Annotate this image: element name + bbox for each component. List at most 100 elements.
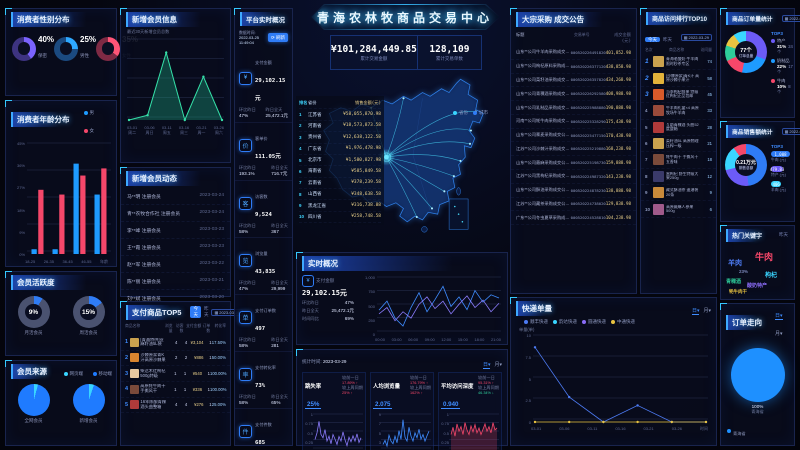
y-axis: 10.750.50.250: [305, 412, 313, 450]
male-dot-icon: [83, 110, 88, 115]
source-pie-item: 新增会员: [72, 384, 105, 424]
pay-top-row: 3 柴达木红枸杞500g特级 1 1 ¥540 1 100.00%: [121, 366, 230, 382]
dot-icon: [771, 78, 775, 83]
panel-new-member-trend: 新增会员信息 最近30天新增会员总数 03-01 周二 03-06 周日 03-11…: [120, 8, 231, 163]
top3-item: 奶制品 22% 17个: [771, 58, 793, 75]
province-row: 6 海南省 ¥585,849.58: [299, 166, 381, 178]
yt-dot-icon: [582, 319, 586, 324]
tab-today[interactable]: 今天: [645, 37, 660, 42]
sales-donut: 0.21万元 销售总额: [725, 144, 767, 186]
member-log-row: 陈**丽 注册会员 2023-03-21: [121, 273, 230, 290]
product-thumbnail: [653, 72, 664, 84]
metric-card: 单支付订单数 497 环比昨日 58% 昨日全天 281: [235, 295, 292, 353]
panel-title: 快递单量: [516, 301, 556, 316]
legend-male[interactable]: 男: [83, 110, 94, 115]
map-legend-province[interactable]: 省份: [453, 110, 468, 116]
product-thumbnail: [653, 105, 664, 117]
panel-title: 新增会员动态: [126, 171, 225, 186]
month-picker[interactable]: ▦2022-03: [781, 14, 800, 22]
metric-card: 价客单价 111.05元 环比昨日 193.1% 昨日全天 716.7元: [235, 123, 292, 182]
selector-month[interactable]: 月▾: [775, 331, 783, 337]
y-axis: 10.750.50.250: [441, 412, 449, 450]
items-icon: 件: [239, 424, 252, 438]
legend-zt[interactable]: 中通快递: [611, 319, 635, 325]
tab-yesterday[interactable]: 昨天: [203, 306, 209, 317]
deal-row: 山东**公司蕨麻采购成交公告(山东**公司...0005202251987301…: [511, 156, 636, 171]
deal-row: 山东**公司青稞酒采购成交公告(山东**公...0005202262925804…: [511, 87, 636, 102]
month-picker[interactable]: ▦2022-03: [781, 127, 800, 135]
panel-daily-stats: 统计时间: 2023-03-29 日▾ 月▾ 跳失率 25% 较前一日 17.89% …: [296, 349, 508, 450]
selector-month[interactable]: 月▾: [494, 362, 502, 368]
table-header: 名次 商品名称 访问量: [645, 48, 712, 52]
product-thumbnail: [130, 369, 140, 379]
activity-item: 15% 周活会员: [72, 296, 105, 336]
y-axis: 97531: [378, 412, 381, 450]
legend-yt[interactable]: 圆通快递: [582, 319, 606, 325]
x-axis: 00:00 03:00 06:00 09:00 12:00 15:00 18:00 21:00: [375, 337, 501, 342]
activity-donut: 15%: [72, 296, 105, 328]
new-member-area-chart: [127, 37, 224, 123]
tab-today[interactable]: 今天: [190, 306, 201, 318]
dot-icon: [771, 58, 775, 63]
province-dot-icon: [453, 110, 457, 115]
panel-hot-keywords: 热门关键字 昨天 牛肉 羊肉 枸杞 酸奶特产 青稞酒 23% 牦牛肉干: [720, 225, 795, 300]
map-legend-city[interactable]: 城市: [473, 110, 488, 116]
product-thumbnail: [130, 400, 140, 410]
dot-icon: [771, 38, 775, 43]
visit-top-row: 3 当季枸杞鲜果 特级红枸杞正品包邮 45: [641, 87, 716, 104]
panel-title: 新增会员信息: [126, 12, 225, 27]
panel-gender-distribution: 消费者性别分布 40%保密 25%男性 35%女性: [5, 8, 138, 96]
selector-month[interactable]: 月▾: [703, 308, 711, 314]
keyword[interactable]: 牦牛肉干: [729, 289, 747, 294]
refresh-button[interactable]: ⟳ 刷新: [267, 33, 288, 43]
keyword[interactable]: 牛肉: [755, 252, 774, 262]
legend-web[interactable]: 网页端: [63, 371, 83, 376]
legend-yd[interactable]: 韵达快递: [553, 319, 577, 325]
keyword[interactable]: 青稞酒: [726, 279, 742, 285]
tab-yesterday[interactable]: 昨天: [663, 37, 672, 42]
kpi-summary: ¥101,284,449.85 累计交易金额 128,109 累计交易单数: [330, 35, 482, 70]
date-picker[interactable]: ▦ 2022-03-29: [680, 33, 712, 41]
tab-yesterday[interactable]: 昨天: [779, 232, 788, 237]
page-title: 青海农林牧商品交易中心: [316, 10, 493, 25]
depth-sparkline: [449, 412, 499, 450]
top3-label: TOP3: [771, 144, 783, 149]
legend-sf[interactable]: 顺丰快递: [524, 319, 548, 325]
legend-mobile[interactable]: 移动端: [92, 371, 112, 376]
keyword[interactable]: 羊肉: [728, 260, 742, 267]
panel-title: 大宗采购 成交公告: [516, 12, 631, 27]
visit-top-row: 5 互助青稞酒 头曲52度整箱 28: [641, 120, 716, 136]
calendar-icon: ▦: [784, 15, 789, 21]
member-log-row: 赵**军 注册会员 2023-03-22: [121, 256, 230, 273]
selector-day[interactable]: 日▾: [482, 362, 491, 369]
pie-legend[interactable]: 青海省: [727, 422, 746, 440]
visit-top-row: 10 高原蕨麻人参果 500g 6: [641, 201, 716, 218]
source-pie: [17, 384, 50, 416]
keyword[interactable]: 枸杞: [765, 273, 778, 279]
panel-title: 实时概况: [302, 256, 502, 271]
pay-top-row: 4 高原牦牛肉干手撕风干 1 1 ¥336 1 100.00%: [121, 382, 230, 398]
top3-item: 特产 31% 24个: [771, 38, 793, 55]
bounce-sparkline: [313, 412, 363, 450]
keyword[interactable]: 23%: [739, 269, 749, 274]
panel-title: 会员来源: [11, 364, 51, 379]
member-log-row: 青**农牧合作社 注册会员 2023-03-24: [121, 205, 230, 222]
selector-day[interactable]: 日▾: [691, 308, 700, 315]
metric-card: 客访客数 9,524 环比昨日 58% 昨日全天 367: [235, 181, 292, 239]
keyword[interactable]: 酸奶特产: [747, 283, 768, 289]
panel-title: 消费者性别分布: [11, 12, 111, 27]
orders-icon: 单: [239, 310, 252, 324]
deal-row: 河南**公司牦牛肉采购成交公告(河南**公...0005202253282901…: [511, 115, 636, 129]
province-row: 5 北京市 ¥1,580,827.98: [299, 155, 381, 167]
refresh-icon: ⟳: [270, 34, 275, 40]
gender-donut: [54, 36, 79, 61]
gender-donut: [96, 36, 121, 61]
selector-day[interactable]: 日▾: [775, 313, 783, 320]
province-ranking-header: 排名 省份 销售金额(元): [299, 98, 381, 110]
y-axis-label: 单量(单): [519, 327, 535, 332]
legend-female[interactable]: 女: [83, 128, 94, 133]
calendar-icon: ▦: [214, 309, 219, 315]
